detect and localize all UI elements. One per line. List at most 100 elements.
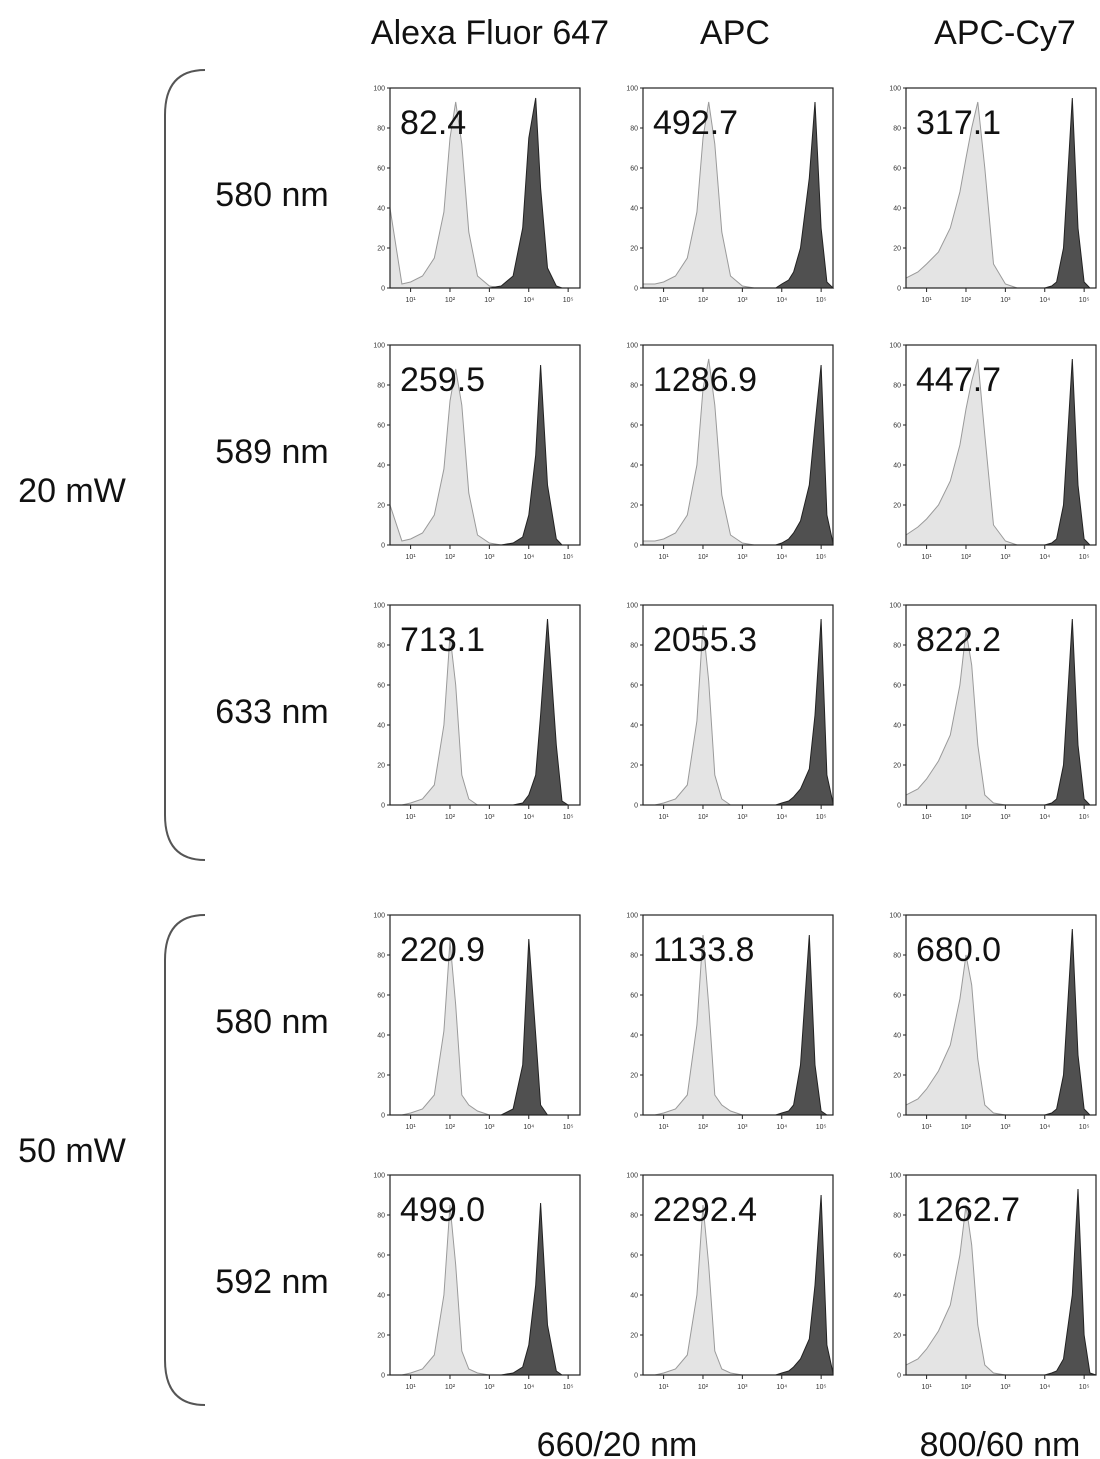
x-tick-label: 10¹ (659, 297, 670, 304)
value-annotation: 492.7 (653, 104, 738, 142)
x-tick-label: 10³ (737, 297, 748, 304)
x-tick-label: 10⁴ (1039, 814, 1050, 821)
x-tick-label: 10¹ (922, 297, 933, 304)
x-tick-label: 10⁵ (563, 554, 574, 561)
x-tick-label: 10³ (484, 1124, 495, 1131)
y-tick-label: 40 (630, 1293, 638, 1300)
x-tick-label: 10² (961, 814, 972, 821)
y-tick-label: 20 (630, 1073, 638, 1080)
x-tick-label: 10⁵ (1079, 1384, 1090, 1391)
value-annotation: 2055.3 (653, 621, 757, 659)
x-tick-label: 10³ (1000, 297, 1011, 304)
y-tick-label: 40 (893, 463, 901, 470)
y-tick-label: 0 (897, 286, 901, 293)
y-tick-label: 40 (377, 723, 385, 730)
y-tick-label: 100 (373, 1173, 385, 1180)
y-tick-label: 0 (897, 1113, 901, 1120)
plot-frame (642, 1174, 834, 1376)
y-tick-label: 80 (377, 126, 385, 133)
plot-frame (905, 604, 1097, 806)
y-tick-label: 60 (630, 166, 638, 173)
x-tick-label: 10¹ (406, 814, 417, 821)
x-tick-label: 10² (445, 1384, 456, 1391)
y-tick-label: 60 (377, 993, 385, 1000)
y-tick-label: 100 (889, 86, 901, 93)
x-tick-label: 10¹ (406, 554, 417, 561)
y-tick-label: 60 (377, 1253, 385, 1260)
y-tick-label: 80 (377, 383, 385, 390)
y-tick-label: 100 (626, 1173, 638, 1180)
x-tick-label: 10³ (1000, 814, 1011, 821)
x-tick-label: 10⁵ (816, 1384, 827, 1391)
y-tick-label: 80 (893, 643, 901, 650)
plot-frame (642, 87, 834, 289)
x-tick-label: 10¹ (406, 1384, 417, 1391)
row-label: 592 nm (215, 1263, 328, 1301)
value-annotation: 680.0 (916, 931, 1001, 969)
y-tick-label: 60 (893, 683, 901, 690)
panel: 0 20 40 60 80 100 10¹ 10² 10³ 10⁴ 10⁵ 2292.4 (626, 1173, 834, 1391)
panel: 0 20 40 60 80 100 10¹ 10² 10³ 10⁴ 10⁵ 82.4 (373, 86, 581, 304)
x-tick-label: 10⁵ (563, 1124, 574, 1131)
y-tick-label: 40 (893, 1293, 901, 1300)
y-tick-label: 100 (626, 86, 638, 93)
y-tick-label: 40 (630, 463, 638, 470)
y-tick-label: 20 (893, 763, 901, 770)
y-tick-label: 40 (893, 723, 901, 730)
y-tick-label: 100 (889, 603, 901, 610)
x-tick-label: 10⁵ (563, 814, 574, 821)
y-tick-label: 40 (377, 206, 385, 213)
panel: 0 20 40 60 80 100 10¹ 10² 10³ 10⁴ 10⁵ 1262.7 (889, 1173, 1097, 1391)
x-tick-label: 10⁵ (1079, 814, 1090, 821)
y-tick-label: 100 (889, 913, 901, 920)
panel: 0 20 40 60 80 100 10¹ 10² 10³ 10⁴ 10⁵ 680.0 (889, 913, 1097, 1131)
x-tick-label: 10³ (484, 554, 495, 561)
y-tick-label: 100 (626, 603, 638, 610)
plot-frame (389, 344, 581, 546)
x-tick-label: 10¹ (922, 1124, 933, 1131)
brace (164, 69, 206, 861)
x-tick-label: 10⁵ (1079, 297, 1090, 304)
y-tick-label: 20 (893, 1073, 901, 1080)
y-tick-label: 60 (893, 1253, 901, 1260)
x-tick-label: 10³ (737, 1124, 748, 1131)
x-tick-label: 10² (698, 297, 709, 304)
y-tick-label: 60 (377, 166, 385, 173)
y-tick-label: 80 (893, 953, 901, 960)
row-label: 580 nm (215, 176, 328, 214)
x-tick-label: 10⁴ (776, 554, 787, 561)
y-tick-label: 100 (373, 86, 385, 93)
value-annotation: 713.1 (400, 621, 485, 659)
x-tick-label: 10² (961, 1384, 972, 1391)
value-annotation: 1133.8 (653, 931, 754, 969)
value-annotation: 499.0 (400, 1191, 485, 1229)
y-tick-label: 100 (373, 603, 385, 610)
y-tick-label: 40 (377, 463, 385, 470)
plot-frame (642, 604, 834, 806)
y-tick-label: 80 (893, 126, 901, 133)
x-tick-label: 10⁴ (523, 1384, 534, 1391)
x-tick-label: 10³ (1000, 1124, 1011, 1131)
plot-frame (389, 604, 581, 806)
y-tick-label: 20 (377, 246, 385, 253)
x-tick-label: 10¹ (406, 1124, 417, 1131)
plot-frame (905, 344, 1097, 546)
y-tick-label: 0 (897, 543, 901, 550)
value-annotation: 2292.4 (653, 1191, 757, 1229)
panel: 0 20 40 60 80 100 10¹ 10² 10³ 10⁴ 10⁵ 317.1 (889, 86, 1097, 304)
x-tick-label: 10¹ (922, 814, 933, 821)
y-tick-label: 80 (377, 1213, 385, 1220)
x-tick-label: 10¹ (922, 1384, 933, 1391)
y-tick-label: 0 (634, 543, 638, 550)
y-tick-label: 0 (381, 543, 385, 550)
group-label: 50 mW (18, 1132, 126, 1170)
x-tick-label: 10³ (1000, 554, 1011, 561)
x-tick-label: 10² (698, 1124, 709, 1131)
x-tick-label: 10³ (737, 554, 748, 561)
y-tick-label: 0 (381, 286, 385, 293)
y-tick-label: 80 (630, 126, 638, 133)
y-tick-label: 20 (377, 1333, 385, 1340)
y-tick-label: 80 (630, 643, 638, 650)
x-tick-label: 10² (445, 1124, 456, 1131)
y-tick-label: 20 (377, 503, 385, 510)
